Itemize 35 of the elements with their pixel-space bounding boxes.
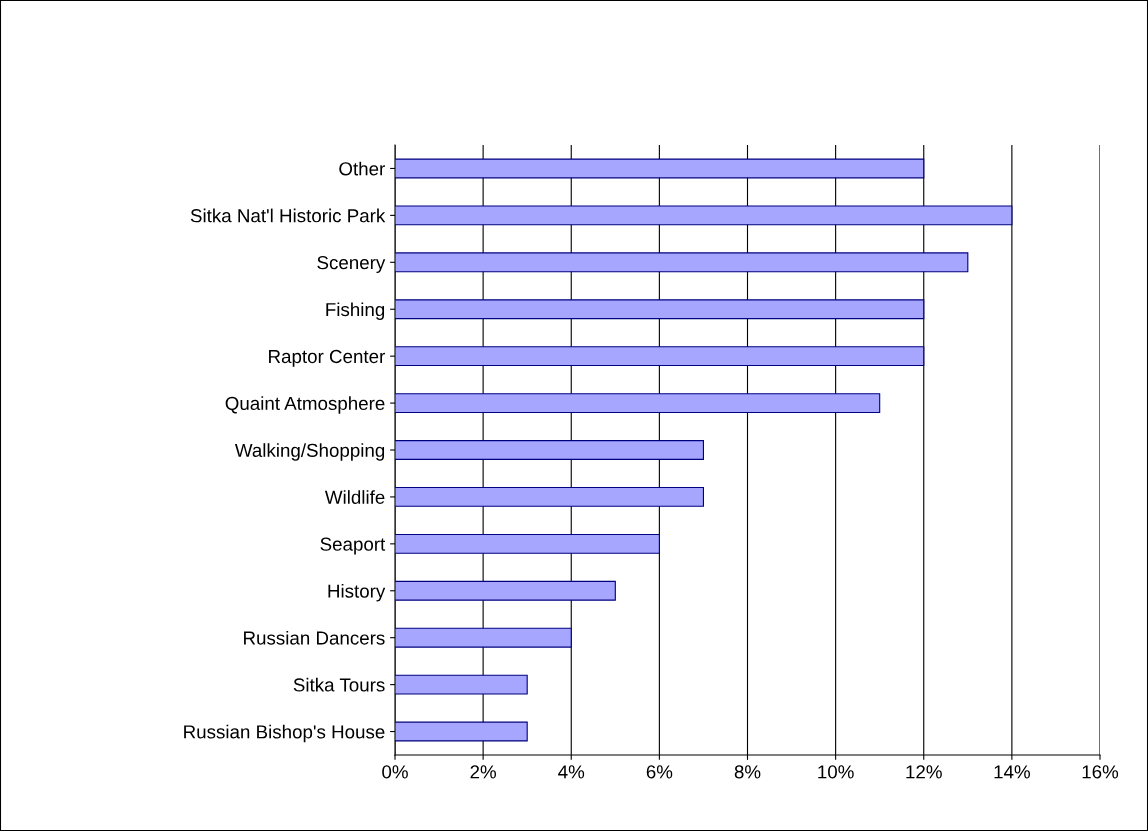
bar bbox=[395, 674, 528, 695]
x-tick-label: 16% bbox=[1082, 765, 1119, 779]
x-tick-label: 14% bbox=[994, 765, 1030, 779]
bar bbox=[395, 205, 1013, 226]
x-tick-label: 4% bbox=[558, 765, 585, 779]
y-tick-label: Walking/Shopping bbox=[234, 443, 385, 461]
bar bbox=[395, 158, 925, 179]
y-tick-label: Russian Dancers bbox=[244, 630, 385, 645]
bar bbox=[395, 721, 528, 742]
y-tick-label: Quaint Atmosphere bbox=[225, 396, 385, 414]
x-tick-label: 12% bbox=[906, 765, 942, 779]
x-tick-label: 2% bbox=[470, 765, 497, 779]
y-tick-label: Other bbox=[339, 161, 385, 176]
y-tick-label: Russian Bishop's House bbox=[184, 724, 385, 743]
x-tick-label: 6% bbox=[646, 765, 673, 779]
x-tick-label: 10% bbox=[818, 765, 854, 779]
y-tick-label: History bbox=[328, 583, 386, 602]
bar bbox=[395, 393, 881, 414]
x-tick-label: 8% bbox=[734, 765, 761, 779]
y-tick-label: Sitka Tours bbox=[293, 677, 385, 692]
bar bbox=[395, 486, 704, 507]
bar bbox=[395, 533, 660, 554]
bar bbox=[395, 580, 616, 601]
y-tick-label: Sitka Nat'l Historic Park bbox=[190, 208, 386, 223]
bar bbox=[395, 440, 704, 460]
y-tick-label: Fishing bbox=[326, 302, 385, 320]
bar bbox=[395, 252, 969, 273]
x-tick-label: 0% bbox=[382, 765, 408, 779]
bar bbox=[395, 346, 925, 367]
y-tick-label: Seaport bbox=[320, 537, 386, 555]
y-tick-label: Scenery bbox=[317, 256, 386, 273]
y-tick-label: Raptor Center bbox=[269, 349, 385, 367]
bar bbox=[395, 299, 925, 320]
bar bbox=[395, 627, 572, 648]
y-tick-label: Wildlife bbox=[324, 490, 385, 504]
